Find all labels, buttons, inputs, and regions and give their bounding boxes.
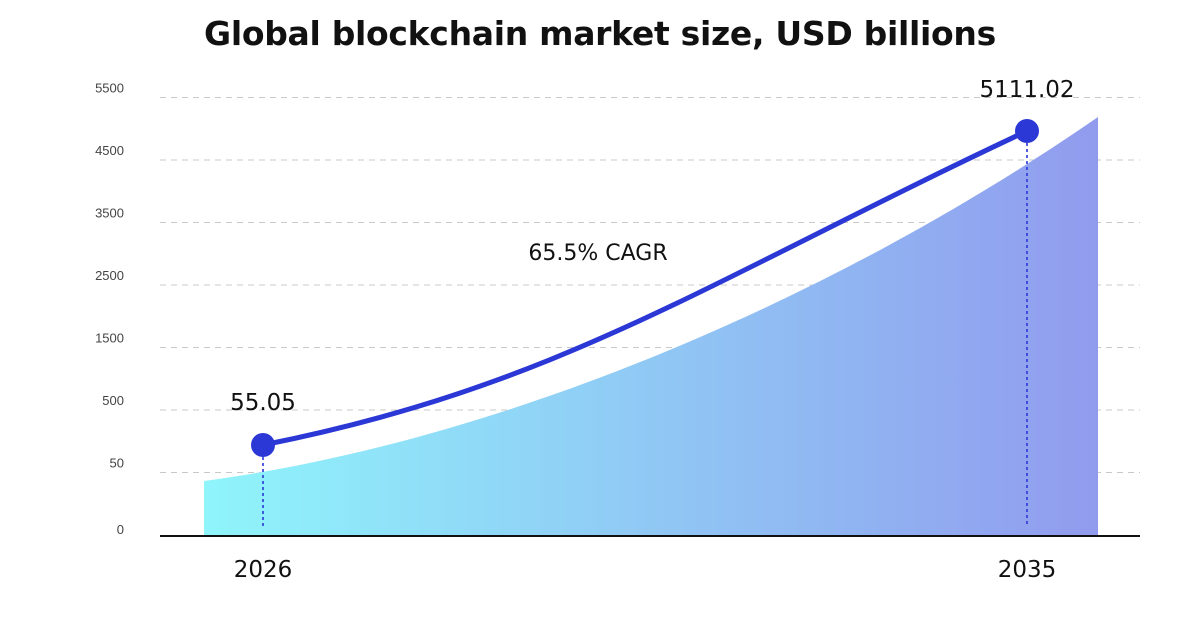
x-tick-label: 2035 bbox=[998, 557, 1057, 583]
data-label: 5111.02 bbox=[979, 77, 1074, 103]
chart-title: Global blockchain market size, USD billi… bbox=[204, 14, 996, 53]
y-tick-label: 500 bbox=[102, 393, 124, 408]
y-tick-label: 0 bbox=[117, 522, 124, 537]
y-tick-label: 4500 bbox=[95, 143, 124, 158]
cagr-annotation: 65.5% CAGR bbox=[528, 241, 667, 266]
y-tick-label: 1500 bbox=[95, 331, 124, 346]
data-point bbox=[1015, 119, 1039, 143]
data-label: 55.05 bbox=[230, 390, 296, 416]
x-tick-label: 2026 bbox=[234, 557, 293, 583]
y-tick-label: 50 bbox=[110, 456, 124, 471]
series-line bbox=[260, 128, 1030, 448]
y-tick-label: 2500 bbox=[95, 268, 124, 283]
area-fill bbox=[204, 117, 1098, 536]
y-tick-label: 5500 bbox=[95, 81, 124, 96]
data-point bbox=[251, 433, 275, 457]
y-tick-label: 3500 bbox=[95, 206, 124, 221]
